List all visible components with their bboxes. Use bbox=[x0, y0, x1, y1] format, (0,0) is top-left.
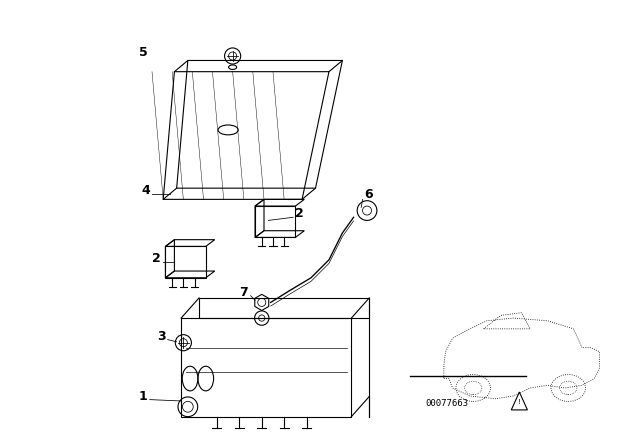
Bar bbox=[255, 206, 296, 237]
Text: 4: 4 bbox=[141, 185, 150, 198]
Text: 2: 2 bbox=[296, 207, 304, 220]
Text: !: ! bbox=[518, 399, 521, 405]
Text: 5: 5 bbox=[139, 46, 148, 59]
Text: 6: 6 bbox=[364, 188, 372, 201]
Bar bbox=[165, 246, 206, 278]
Text: 7: 7 bbox=[239, 286, 248, 299]
Text: 1: 1 bbox=[139, 390, 148, 403]
Text: 00077663: 00077663 bbox=[425, 399, 468, 408]
Text: 3: 3 bbox=[157, 330, 165, 343]
Text: 2: 2 bbox=[152, 252, 161, 265]
